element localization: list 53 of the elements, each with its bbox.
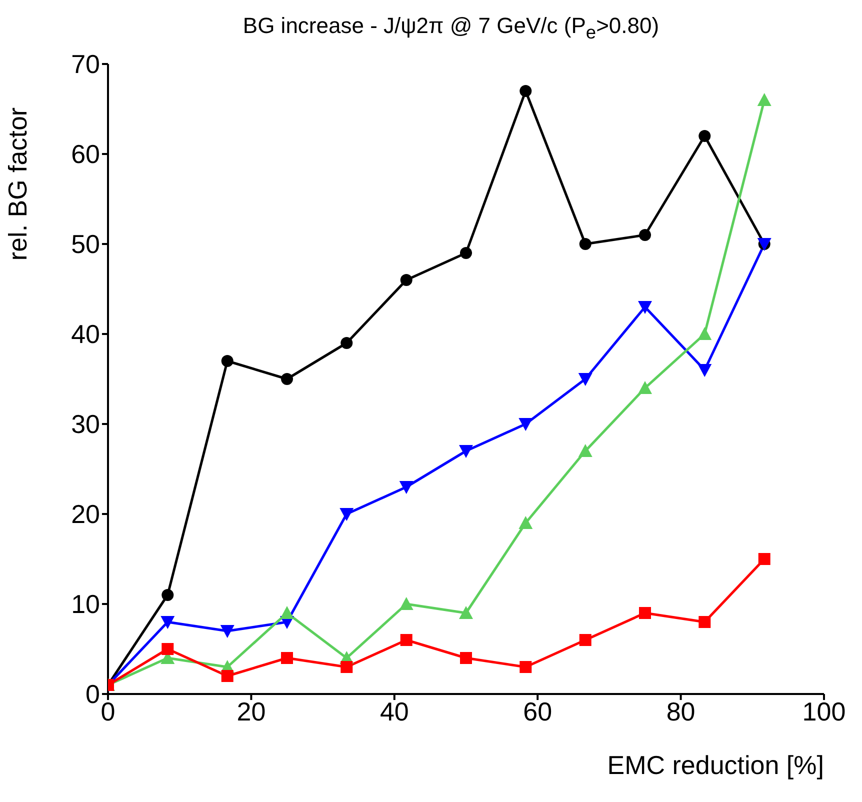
y-tick-label: 70 <box>71 49 100 80</box>
x-tick-label: 100 <box>802 696 846 726</box>
point <box>698 616 711 628</box>
point <box>520 661 532 673</box>
point <box>340 508 354 521</box>
x-axis-title: EMC reduction [%] <box>607 750 824 780</box>
point <box>520 85 532 97</box>
y-tick-label: 20 <box>71 499 100 530</box>
point <box>578 373 592 386</box>
point <box>160 616 175 629</box>
point <box>221 355 234 367</box>
y-tick-label: 10 <box>71 589 100 620</box>
chart-title: BG increase - J/ψ2π @ 7 GeV/c (P$_{e}$>0.80) <box>242 12 660 44</box>
point <box>639 229 651 241</box>
y-tick-label: 40 <box>71 319 100 350</box>
point <box>757 93 772 106</box>
x-tick-label: 20 <box>236 696 266 726</box>
point <box>281 373 293 385</box>
y-tick-label: 30 <box>71 409 100 440</box>
point <box>340 337 353 349</box>
point <box>579 634 592 646</box>
point <box>162 643 174 655</box>
point <box>280 606 294 619</box>
point <box>400 634 412 646</box>
y-axis-title: rel. BG factor <box>2 107 32 261</box>
point <box>638 381 652 394</box>
point <box>460 652 472 664</box>
point <box>518 516 533 529</box>
point <box>460 247 472 259</box>
point <box>399 597 414 610</box>
y-tick-label: 60 <box>71 139 100 170</box>
point <box>162 589 174 601</box>
point <box>578 444 592 457</box>
point <box>698 364 712 377</box>
point <box>758 553 770 565</box>
point <box>698 130 711 142</box>
point <box>340 661 353 673</box>
point <box>638 301 652 314</box>
point <box>698 327 712 340</box>
point <box>399 481 414 494</box>
x-tick-label: 80 <box>666 696 696 726</box>
point <box>281 652 293 664</box>
point <box>221 670 234 682</box>
point <box>639 607 651 619</box>
x-tick-label: 60 <box>523 696 552 726</box>
point <box>459 606 473 619</box>
point <box>400 274 412 286</box>
point <box>220 625 234 638</box>
point <box>459 445 473 458</box>
x-tick-label: 40 <box>380 696 409 726</box>
point <box>579 238 592 250</box>
point <box>518 418 533 431</box>
y-tick-label: 50 <box>71 229 100 260</box>
